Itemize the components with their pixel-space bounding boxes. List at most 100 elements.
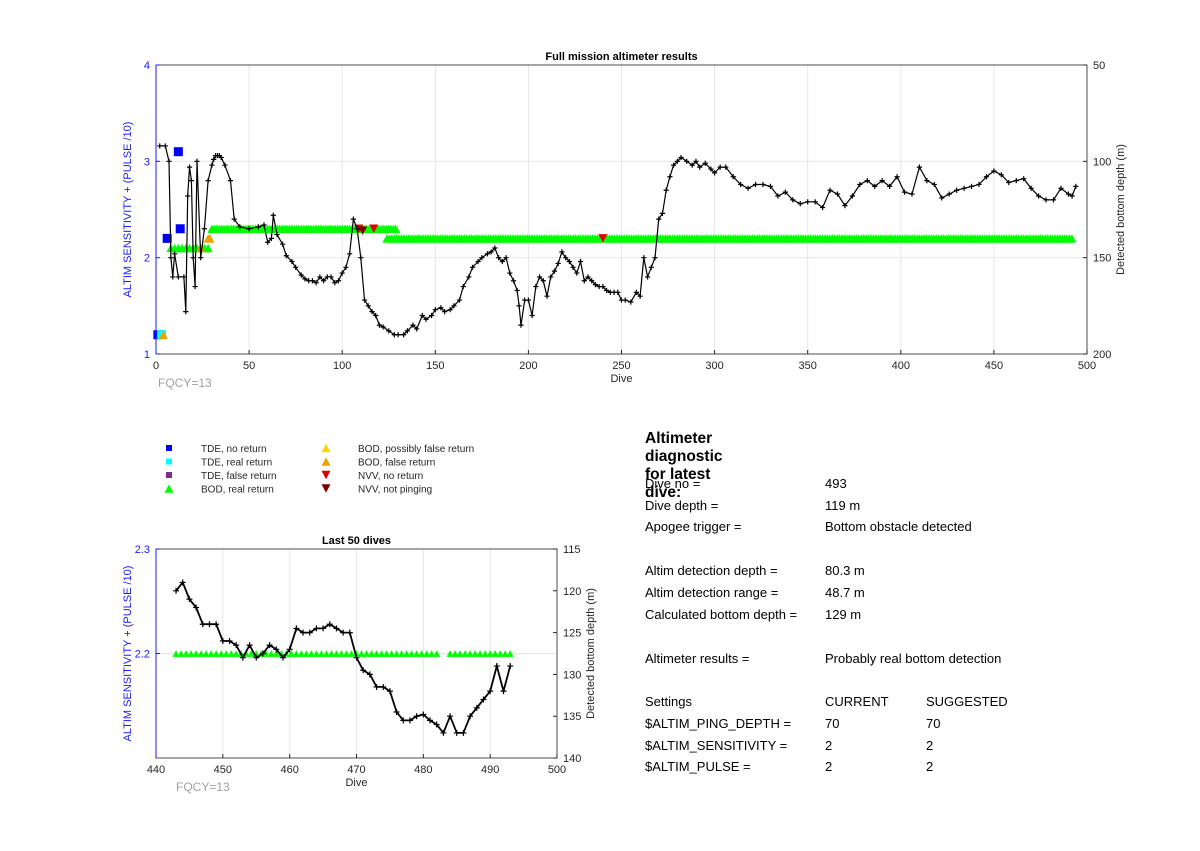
depth-point [332, 280, 338, 286]
depth-point [219, 637, 226, 644]
depth-point [849, 193, 855, 199]
depth-point [827, 187, 833, 193]
depth-point [333, 625, 340, 632]
depth-point [931, 181, 937, 188]
bod-real-returnmarker [232, 650, 240, 657]
depth-point [842, 203, 848, 209]
depth-point [717, 164, 723, 170]
depth-point [916, 164, 923, 170]
depth-point [413, 713, 420, 720]
depth-point [652, 255, 658, 261]
bod-real-returnmarker [222, 650, 230, 657]
nvv-not-pingingmarker [358, 226, 368, 235]
setting-suggested: 2 [926, 738, 934, 753]
depth-point [901, 189, 908, 195]
depth-point [566, 258, 572, 265]
bod-real-returnmarker [363, 650, 371, 657]
depth-point [671, 162, 677, 168]
y-right-tick-label: 120 [563, 586, 581, 598]
bod-real-returnmarker [358, 650, 366, 657]
bod-real-returnmarker [491, 650, 499, 657]
depth-point [419, 312, 425, 319]
depth-point [199, 621, 206, 628]
depth-point [246, 642, 253, 649]
bod-real-returnmarker [297, 650, 305, 657]
depth-point [376, 322, 383, 328]
depth-point [209, 162, 215, 168]
depth-point [1013, 178, 1019, 184]
depth-point [335, 278, 342, 284]
depth-point [516, 303, 522, 309]
depth-point [190, 255, 196, 261]
depth-point [589, 278, 595, 284]
depth-point [410, 322, 416, 328]
depth-point [460, 729, 467, 736]
depth-point [198, 255, 204, 261]
depth-point [440, 729, 447, 736]
settings-current-header: CURRENT [825, 694, 889, 709]
dive-depth-label: Dive depth = [645, 498, 719, 513]
depth-point [551, 268, 558, 274]
depth-point [600, 283, 606, 290]
legend-nvv-no-returnmarker [321, 470, 331, 480]
x-tick-label: 300 [705, 360, 723, 372]
tde-no-returnmarker [173, 147, 183, 157]
depth-point [536, 274, 543, 280]
fqcy-annotation: FQCY=13 [158, 376, 212, 390]
altimeter-results-value: Probably real bottom detection [825, 651, 1002, 666]
depth-point [268, 235, 275, 241]
legend-label: BOD, possibly false return [358, 444, 474, 455]
diagnostic-title: Altimeter diagnostic for latest dive: [645, 430, 723, 501]
bod-real-returnmarker [342, 650, 350, 657]
depth-point [320, 625, 327, 632]
depth-point [574, 270, 580, 276]
apogee-trigger-value: Bottom obstacle detected [825, 519, 972, 534]
depth-point [237, 224, 243, 230]
depth-point [293, 264, 299, 270]
depth-point [510, 278, 517, 284]
x-tick-label: 400 [892, 360, 910, 372]
depth-point [373, 683, 380, 690]
depth-point [361, 297, 368, 303]
depth-point [641, 255, 647, 261]
setting-suggested: 70 [926, 716, 941, 731]
depth-point [172, 251, 178, 257]
depth-point [286, 646, 293, 653]
chart-title: Full mission altimeter results [545, 51, 697, 63]
bod-real-returnmarker [292, 650, 300, 657]
depth-point [433, 721, 440, 728]
depth-point [273, 646, 280, 653]
depth-point [365, 303, 371, 309]
depth-point [360, 667, 367, 674]
bod-real-returnmarker [307, 650, 315, 657]
bod-real-returnmarker [332, 650, 340, 657]
y-left-tick-label: 2.2 [135, 649, 150, 661]
depth-point [231, 216, 237, 222]
depth-point [487, 688, 494, 695]
depth-point [496, 255, 502, 261]
bod-real-returnmarker [481, 650, 489, 657]
depth-point [544, 293, 550, 299]
depth-point [1058, 185, 1064, 191]
depth-point [309, 278, 316, 284]
depth-point [185, 193, 191, 199]
y-right-tick-label: 115 [563, 544, 581, 556]
bod-real-returnmarker [378, 650, 386, 657]
depth-point [1065, 191, 1071, 197]
x-tick-label: 350 [799, 360, 817, 372]
depth-point [442, 309, 448, 315]
depth-point [400, 717, 407, 724]
depth-point [289, 258, 295, 265]
depth-point [358, 255, 364, 261]
depth-point [293, 625, 300, 632]
depth-point [615, 289, 621, 295]
depth-point [790, 197, 796, 203]
depth-point [239, 654, 246, 661]
depth-point [380, 683, 387, 690]
depth-point [857, 181, 863, 188]
dive-depth-value: 119 m [825, 498, 861, 513]
depth-point [689, 162, 695, 168]
x-tick-label: 0 [153, 360, 159, 372]
